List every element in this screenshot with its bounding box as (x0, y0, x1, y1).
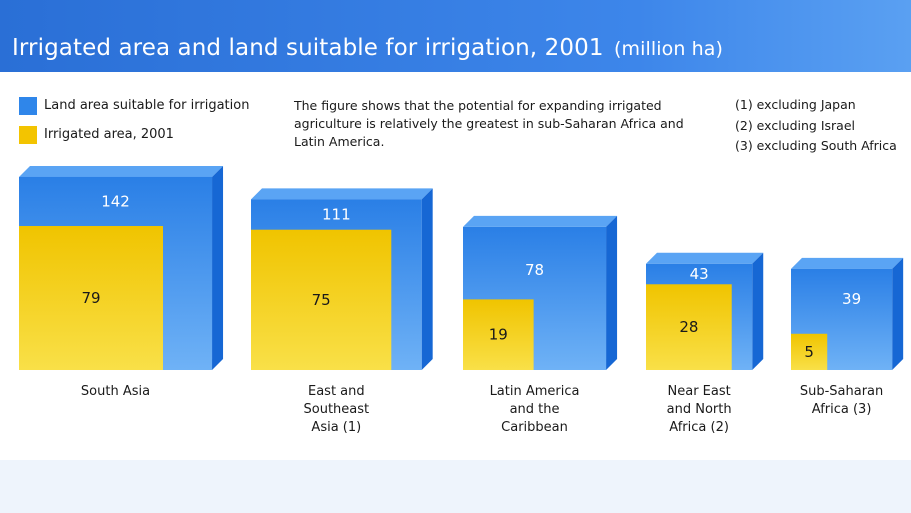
footnote-2: (2) excluding Israel (735, 118, 855, 133)
bar-side-face (606, 215, 618, 370)
value-label-suitable: 39 (842, 290, 861, 308)
value-label-suitable: 111 (322, 206, 351, 224)
bar-irrigated (251, 229, 392, 370)
bar-top-face (646, 252, 764, 264)
chart-description: The figure shows that the potential for … (294, 98, 684, 149)
category-label: South Asia (80, 384, 151, 399)
bar-irrigated (463, 299, 534, 370)
legend-label-suitable: Land area suitable for irrigation (44, 98, 250, 113)
value-label-suitable: 78 (525, 261, 544, 279)
bar-side-face (421, 188, 433, 370)
bar-top-face (463, 215, 618, 227)
value-label-irrigated: 5 (804, 343, 814, 361)
legend-swatch-suitable (19, 97, 37, 115)
bar-irrigated (646, 284, 732, 370)
title-text: Irrigated area and land suitable for irr… (12, 35, 604, 61)
value-label-irrigated: 19 (489, 326, 508, 344)
legend-label-irrigated: Irrigated area, 2001 (44, 127, 174, 142)
bar-side-face (212, 165, 224, 370)
bar-top-face (19, 165, 224, 177)
category-label: Latin America and the Caribbean (489, 384, 580, 435)
value-label-irrigated: 75 (312, 291, 331, 309)
value-label-suitable: 142 (101, 192, 130, 210)
footnote-3: (3) excluding South Africa (735, 138, 897, 153)
value-label-suitable: 43 (690, 265, 709, 283)
value-label-irrigated: 28 (679, 318, 698, 336)
legend-swatch-irrigated (19, 126, 37, 144)
bar-top-face (251, 188, 433, 200)
bar-irrigated (19, 226, 163, 370)
bar-irrigated (791, 333, 828, 370)
bar-top-face (791, 257, 904, 269)
footer-band (0, 460, 911, 513)
chart-area: 142 79 111 75 78 19 43 28 39 5 (19, 165, 904, 370)
value-label-irrigated: 79 (81, 289, 100, 307)
bar-side-face (892, 257, 904, 370)
category-label: Near East and North Africa (2) (666, 384, 732, 435)
header-band: Irrigated area and land suitable for irr… (0, 0, 911, 72)
chart-title: Irrigated area and land suitable for irr… (12, 35, 723, 61)
title-unit: (million ha) (613, 38, 724, 60)
footnote-1: (1) excluding Japan (735, 97, 856, 112)
category-label: Sub-Saharan Africa (3) (799, 384, 884, 417)
category-label: East and Southeast Asia (1) (303, 384, 370, 435)
bar-side-face (752, 252, 764, 370)
